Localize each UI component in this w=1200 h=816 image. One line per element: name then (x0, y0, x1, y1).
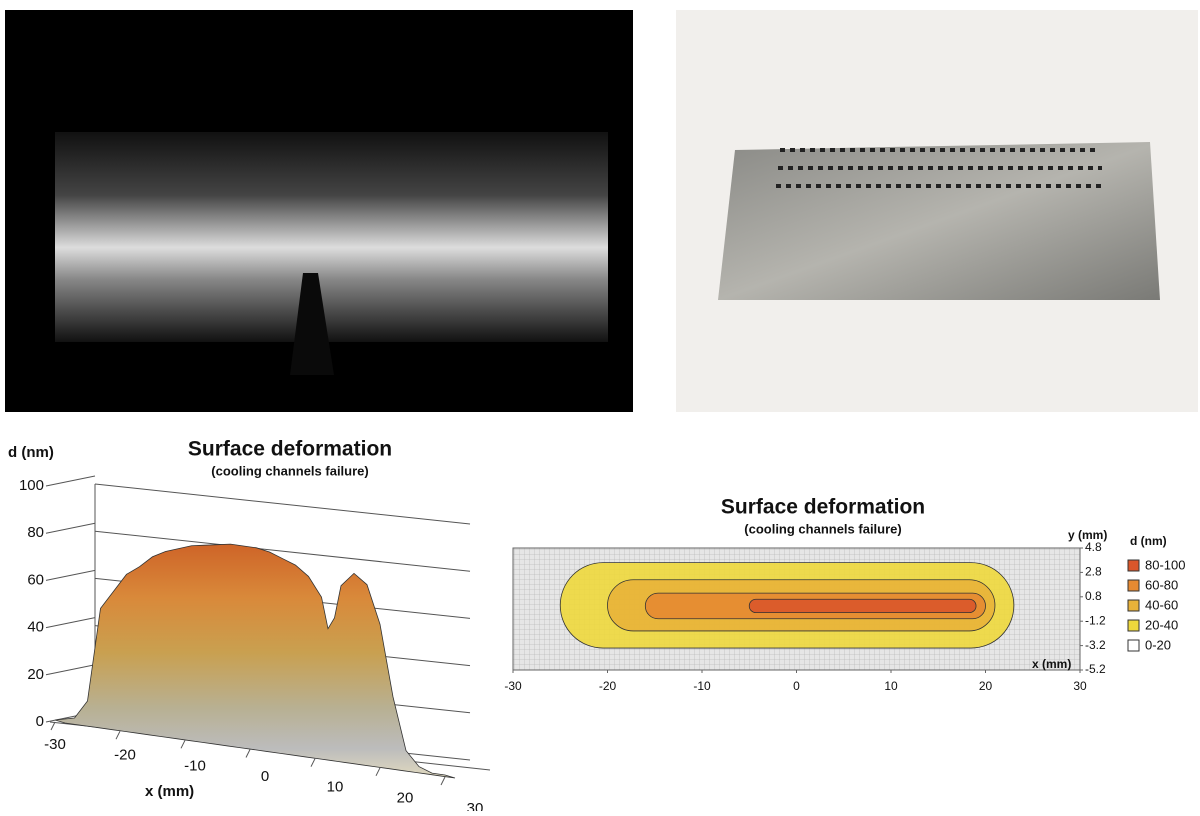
x-tick (441, 777, 445, 785)
y-axis-label: d (nm) (8, 444, 54, 461)
y-tick-label: 0 (36, 713, 44, 730)
y-tick-label: -5.2 (1085, 662, 1106, 676)
x-axis-label: x (mm) (145, 783, 194, 800)
legend-swatch (1128, 620, 1139, 631)
y-tick-label: 100 (19, 477, 44, 494)
x-tick-label: 30 (467, 800, 484, 811)
y-tick-label: 20 (27, 666, 44, 683)
x-tick-label: 20 (979, 679, 993, 693)
y-tick (46, 476, 95, 486)
x-tick (376, 768, 380, 776)
y-tick-label: 4.8 (1085, 540, 1102, 554)
x-tick (181, 740, 185, 748)
x-tick-label: -10 (693, 679, 711, 693)
x-tick-label: -30 (44, 736, 66, 753)
x-tick-label: 0 (261, 768, 269, 785)
y-tick-label: -1.2 (1085, 613, 1106, 627)
y-tick-label: 0.8 (1085, 589, 1102, 603)
y-tick (46, 665, 95, 675)
x-tick-label: 30 (1073, 679, 1087, 693)
x-tick-label: 10 (327, 779, 344, 796)
y-tick (46, 570, 95, 580)
x-tick-label: 10 (884, 679, 898, 693)
x-tick-label: 20 (397, 789, 414, 806)
y-tick-label: 80 (27, 524, 44, 541)
x-tick (311, 759, 315, 767)
x-tick-label: -20 (114, 747, 136, 764)
x-tick (116, 731, 120, 739)
plate (718, 142, 1160, 300)
chart-subtitle: (cooling channels failure) (744, 521, 901, 536)
grid-line (95, 484, 470, 524)
y-tick-label: -3.2 (1085, 638, 1106, 652)
y-tick-label: 2.8 (1085, 565, 1102, 579)
legend-label: 60-80 (1145, 577, 1178, 592)
x-tick-label: -20 (599, 679, 617, 693)
chart-title: Surface deformation (188, 438, 392, 461)
surface (55, 544, 455, 778)
y-tick (46, 523, 95, 533)
figure: Surface deformation (cooling channels fai… (0, 0, 1200, 811)
x-tick (51, 722, 55, 730)
y-axis-label: y (mm) (1068, 528, 1107, 542)
contour-region (749, 599, 976, 612)
x-axis-label: x (mm) (1032, 657, 1071, 671)
legend-swatch (1128, 560, 1139, 571)
x-tick-label: -30 (504, 679, 522, 693)
y-tick (46, 618, 95, 628)
x-tick-label: -10 (184, 757, 206, 774)
y-tick-label: 40 (27, 619, 44, 636)
legend-swatch (1128, 580, 1139, 591)
legend-label: 20-40 (1145, 617, 1178, 632)
chart-title: Surface deformation (721, 496, 925, 519)
legend-label: 40-60 (1145, 597, 1178, 612)
legend-title: d (nm) (1130, 534, 1167, 548)
legend-swatch (1128, 600, 1139, 611)
legend-label: 0-20 (1145, 637, 1171, 652)
chart-subtitle: (cooling channels failure) (211, 463, 368, 478)
legend-swatch (1128, 640, 1139, 651)
y-tick-label: 60 (27, 571, 44, 588)
legend-label: 80-100 (1145, 557, 1185, 572)
x-tick (246, 750, 250, 758)
beam-image (55, 132, 608, 342)
x-tick-label: 0 (793, 679, 800, 693)
